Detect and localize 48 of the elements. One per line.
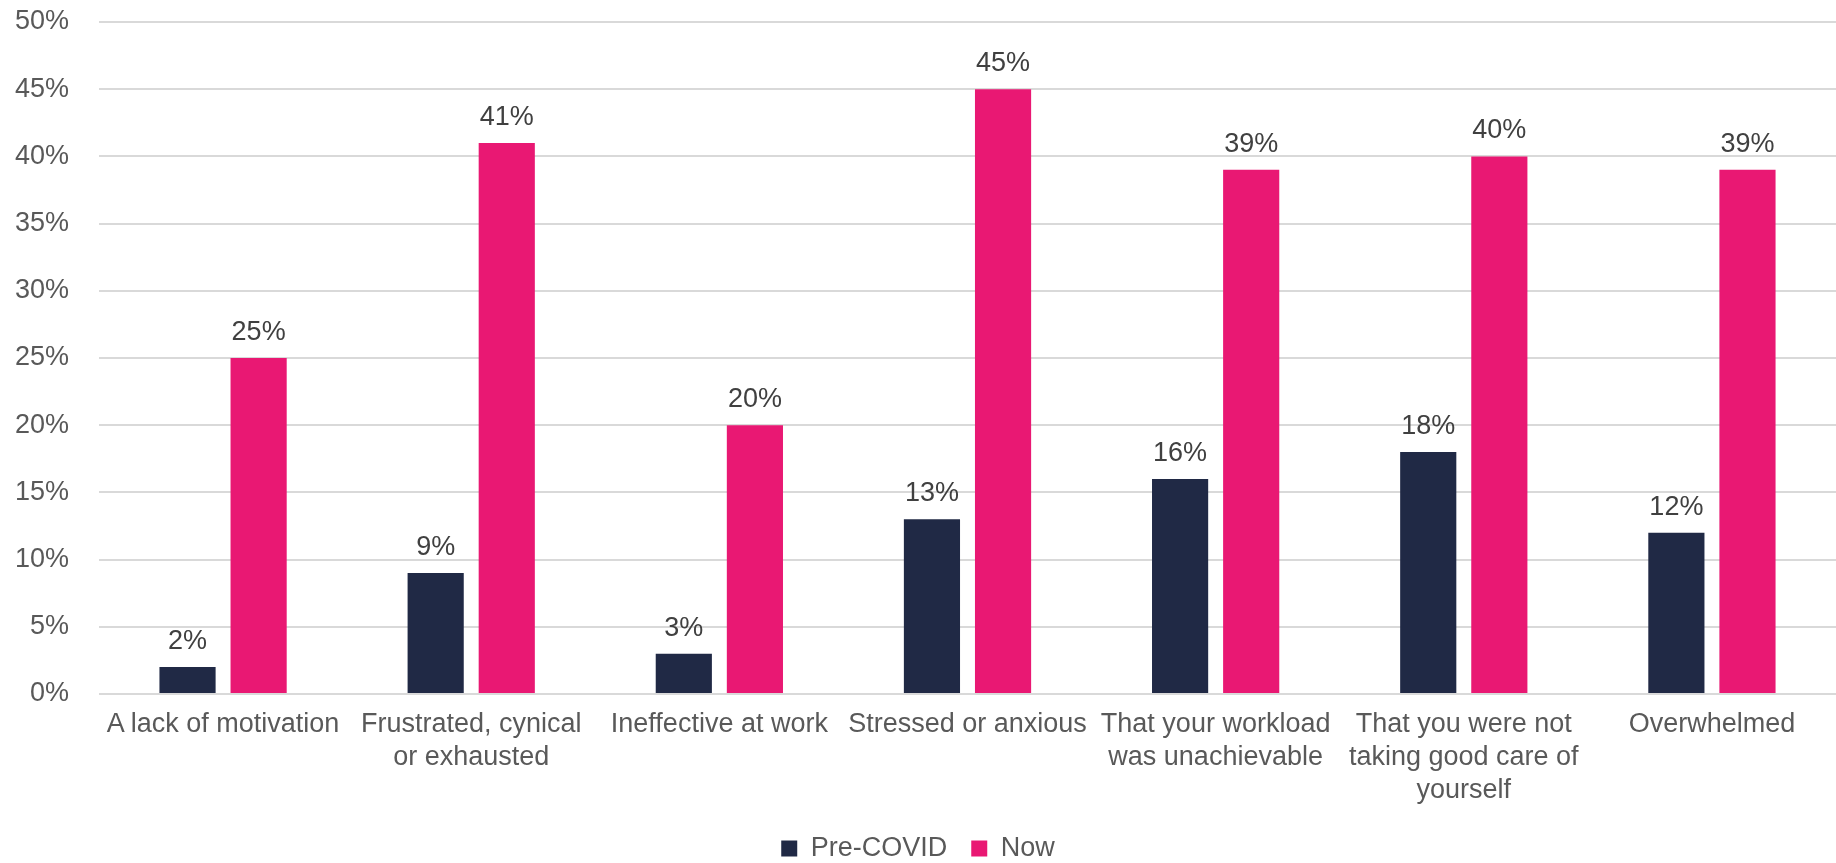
bar <box>1152 478 1209 693</box>
bar <box>407 573 464 693</box>
y-tick-label: 30% <box>14 274 69 305</box>
bar <box>1648 532 1705 693</box>
legend-label: Pre-COVID <box>810 831 948 862</box>
x-tick-label: Overwhelmed <box>1628 707 1796 738</box>
bar <box>478 142 535 693</box>
bar <box>974 89 1032 693</box>
data-label: 39% <box>1224 127 1279 158</box>
legend-label: Now <box>1000 831 1056 862</box>
y-tick-label: 45% <box>14 72 69 103</box>
y-tick-label: 50% <box>14 5 69 36</box>
data-label: 41% <box>479 100 534 131</box>
data-label: 12% <box>1649 490 1704 521</box>
data-label: 45% <box>976 47 1031 78</box>
y-tick-label: 10% <box>14 543 69 574</box>
bar <box>159 667 216 693</box>
x-tick-label: Ineffective at work <box>610 707 829 738</box>
y-tick-label: 0% <box>29 677 69 708</box>
data-label: 16% <box>1153 436 1208 467</box>
bar <box>230 358 287 693</box>
data-label: 2% <box>168 625 208 656</box>
data-label: 3% <box>664 611 704 642</box>
bar <box>903 519 961 693</box>
x-tick-label: Frustrated, cynical or exhausted <box>360 707 582 771</box>
data-label: 20% <box>727 383 782 414</box>
x-tick-label: Stressed or anxious <box>848 707 1087 738</box>
x-tick-label: A lack of motivation <box>106 707 340 738</box>
y-tick-label: 5% <box>29 610 69 641</box>
data-label: 40% <box>1472 114 1527 145</box>
x-tick-label: That your workload was unachievable <box>1100 707 1331 771</box>
bar <box>655 653 712 693</box>
data-label: 13% <box>904 477 959 508</box>
data-label: 25% <box>231 316 286 346</box>
y-tick-label: 15% <box>14 475 69 506</box>
y-tick-label: 25% <box>14 341 69 372</box>
y-tick-label: 40% <box>14 139 69 170</box>
bar <box>1223 169 1280 693</box>
data-label: 18% <box>1401 410 1456 441</box>
x-tick-label: That you were not taking good care of yourself <box>1348 707 1580 804</box>
bar <box>1400 452 1457 693</box>
y-tick-label: 20% <box>14 408 69 439</box>
bar <box>1471 156 1528 693</box>
bar <box>1719 169 1776 693</box>
data-label: 39% <box>1720 127 1775 158</box>
y-tick-label: 35% <box>14 207 69 238</box>
bar <box>726 425 783 693</box>
data-label: 9% <box>416 531 456 562</box>
